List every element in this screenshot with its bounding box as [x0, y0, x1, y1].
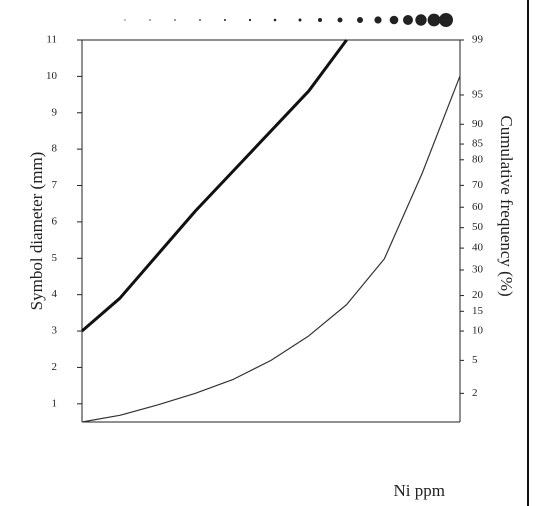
y2-tick-label: 20 — [472, 289, 484, 301]
y-tick-label: 5 — [52, 252, 58, 264]
y2-tick-label: 95 — [472, 89, 484, 101]
y2-tick-label: 15 — [472, 305, 484, 317]
y2-tick-label: 80 — [472, 153, 484, 165]
y2-tick-label: 2 — [472, 387, 478, 399]
y-tick-label: 4 — [52, 288, 58, 300]
y2-tick-label: 40 — [472, 242, 484, 254]
symbol-size-legend — [124, 13, 453, 27]
y2-tick-label: 5 — [472, 354, 478, 366]
y2-tick-label: 10 — [472, 325, 484, 337]
y-tick-label: 8 — [52, 143, 58, 155]
y2-tick-label: 99 — [472, 34, 484, 46]
y-tick-label: 3 — [52, 325, 58, 337]
y-tick-label: 11 — [46, 34, 57, 46]
y2-axis-label: Cumulative frequency (%) — [497, 115, 516, 296]
y2-tick-label: 70 — [472, 179, 484, 191]
y-axis-label: Symbol diameter (mm) — [27, 152, 46, 311]
series-line — [81, 75, 461, 423]
y2-tick-label: 50 — [472, 221, 484, 233]
y2-tick-label: 90 — [472, 118, 484, 130]
y-tick-label: 6 — [52, 215, 58, 227]
x-axis-label: Ni ppm — [394, 481, 445, 500]
y-tick-label: 9 — [52, 106, 58, 118]
y2-tick-label: 60 — [472, 201, 484, 213]
y-tick-label: 10 — [46, 70, 58, 82]
y-tick-label: 2 — [52, 361, 58, 373]
y-tick-label: 1 — [52, 397, 58, 409]
y2-tick-label: 85 — [472, 138, 484, 150]
series-line — [81, 39, 348, 333]
y2-tick-label: 30 — [472, 264, 484, 276]
y-tick-label: 7 — [52, 179, 58, 191]
